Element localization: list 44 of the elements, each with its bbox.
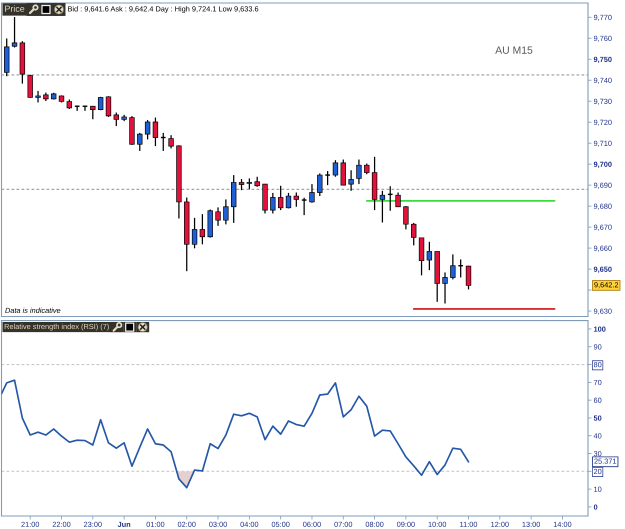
candlestick <box>294 192 300 208</box>
candlestick <box>12 16 18 48</box>
candlestick <box>114 112 119 127</box>
candlestick <box>90 106 96 120</box>
candlestick <box>442 272 448 304</box>
candlestick <box>356 158 362 185</box>
annotation: AU M15 <box>495 46 532 54</box>
candlestick <box>74 106 80 112</box>
candlestick <box>28 74 33 98</box>
candlestick <box>254 176 260 188</box>
candlestick <box>152 116 158 147</box>
chart-title: Price <box>5 5 24 12</box>
candlestick <box>35 90 41 104</box>
candlestick <box>418 237 424 276</box>
candlestick <box>168 134 174 150</box>
candlestick <box>450 254 456 280</box>
candlestick <box>106 96 112 118</box>
candlestick <box>278 185 284 211</box>
candlestick <box>223 198 229 226</box>
candlestick <box>348 170 354 192</box>
candlestick <box>309 183 315 204</box>
candlestick <box>238 178 244 191</box>
candlestick <box>380 190 386 224</box>
candlestick <box>270 192 276 214</box>
candlestick <box>200 213 206 245</box>
candlestick <box>317 172 322 197</box>
candlestick <box>192 217 198 249</box>
candlestick <box>395 192 401 208</box>
candlestick <box>215 206 221 226</box>
candlestick <box>324 170 331 186</box>
candlestick <box>466 265 472 290</box>
candlestick <box>411 222 416 246</box>
candlestick <box>66 98 72 110</box>
candlestick <box>332 160 338 178</box>
candlestick <box>426 241 432 271</box>
candlestick <box>340 158 346 186</box>
candlestick <box>403 206 409 230</box>
candlestick <box>144 119 150 140</box>
candlestick <box>286 192 292 210</box>
candlestick <box>246 178 252 190</box>
candlestick <box>137 132 142 152</box>
candlestick <box>458 258 464 278</box>
candlestick <box>387 186 394 212</box>
candlestick <box>364 162 370 175</box>
